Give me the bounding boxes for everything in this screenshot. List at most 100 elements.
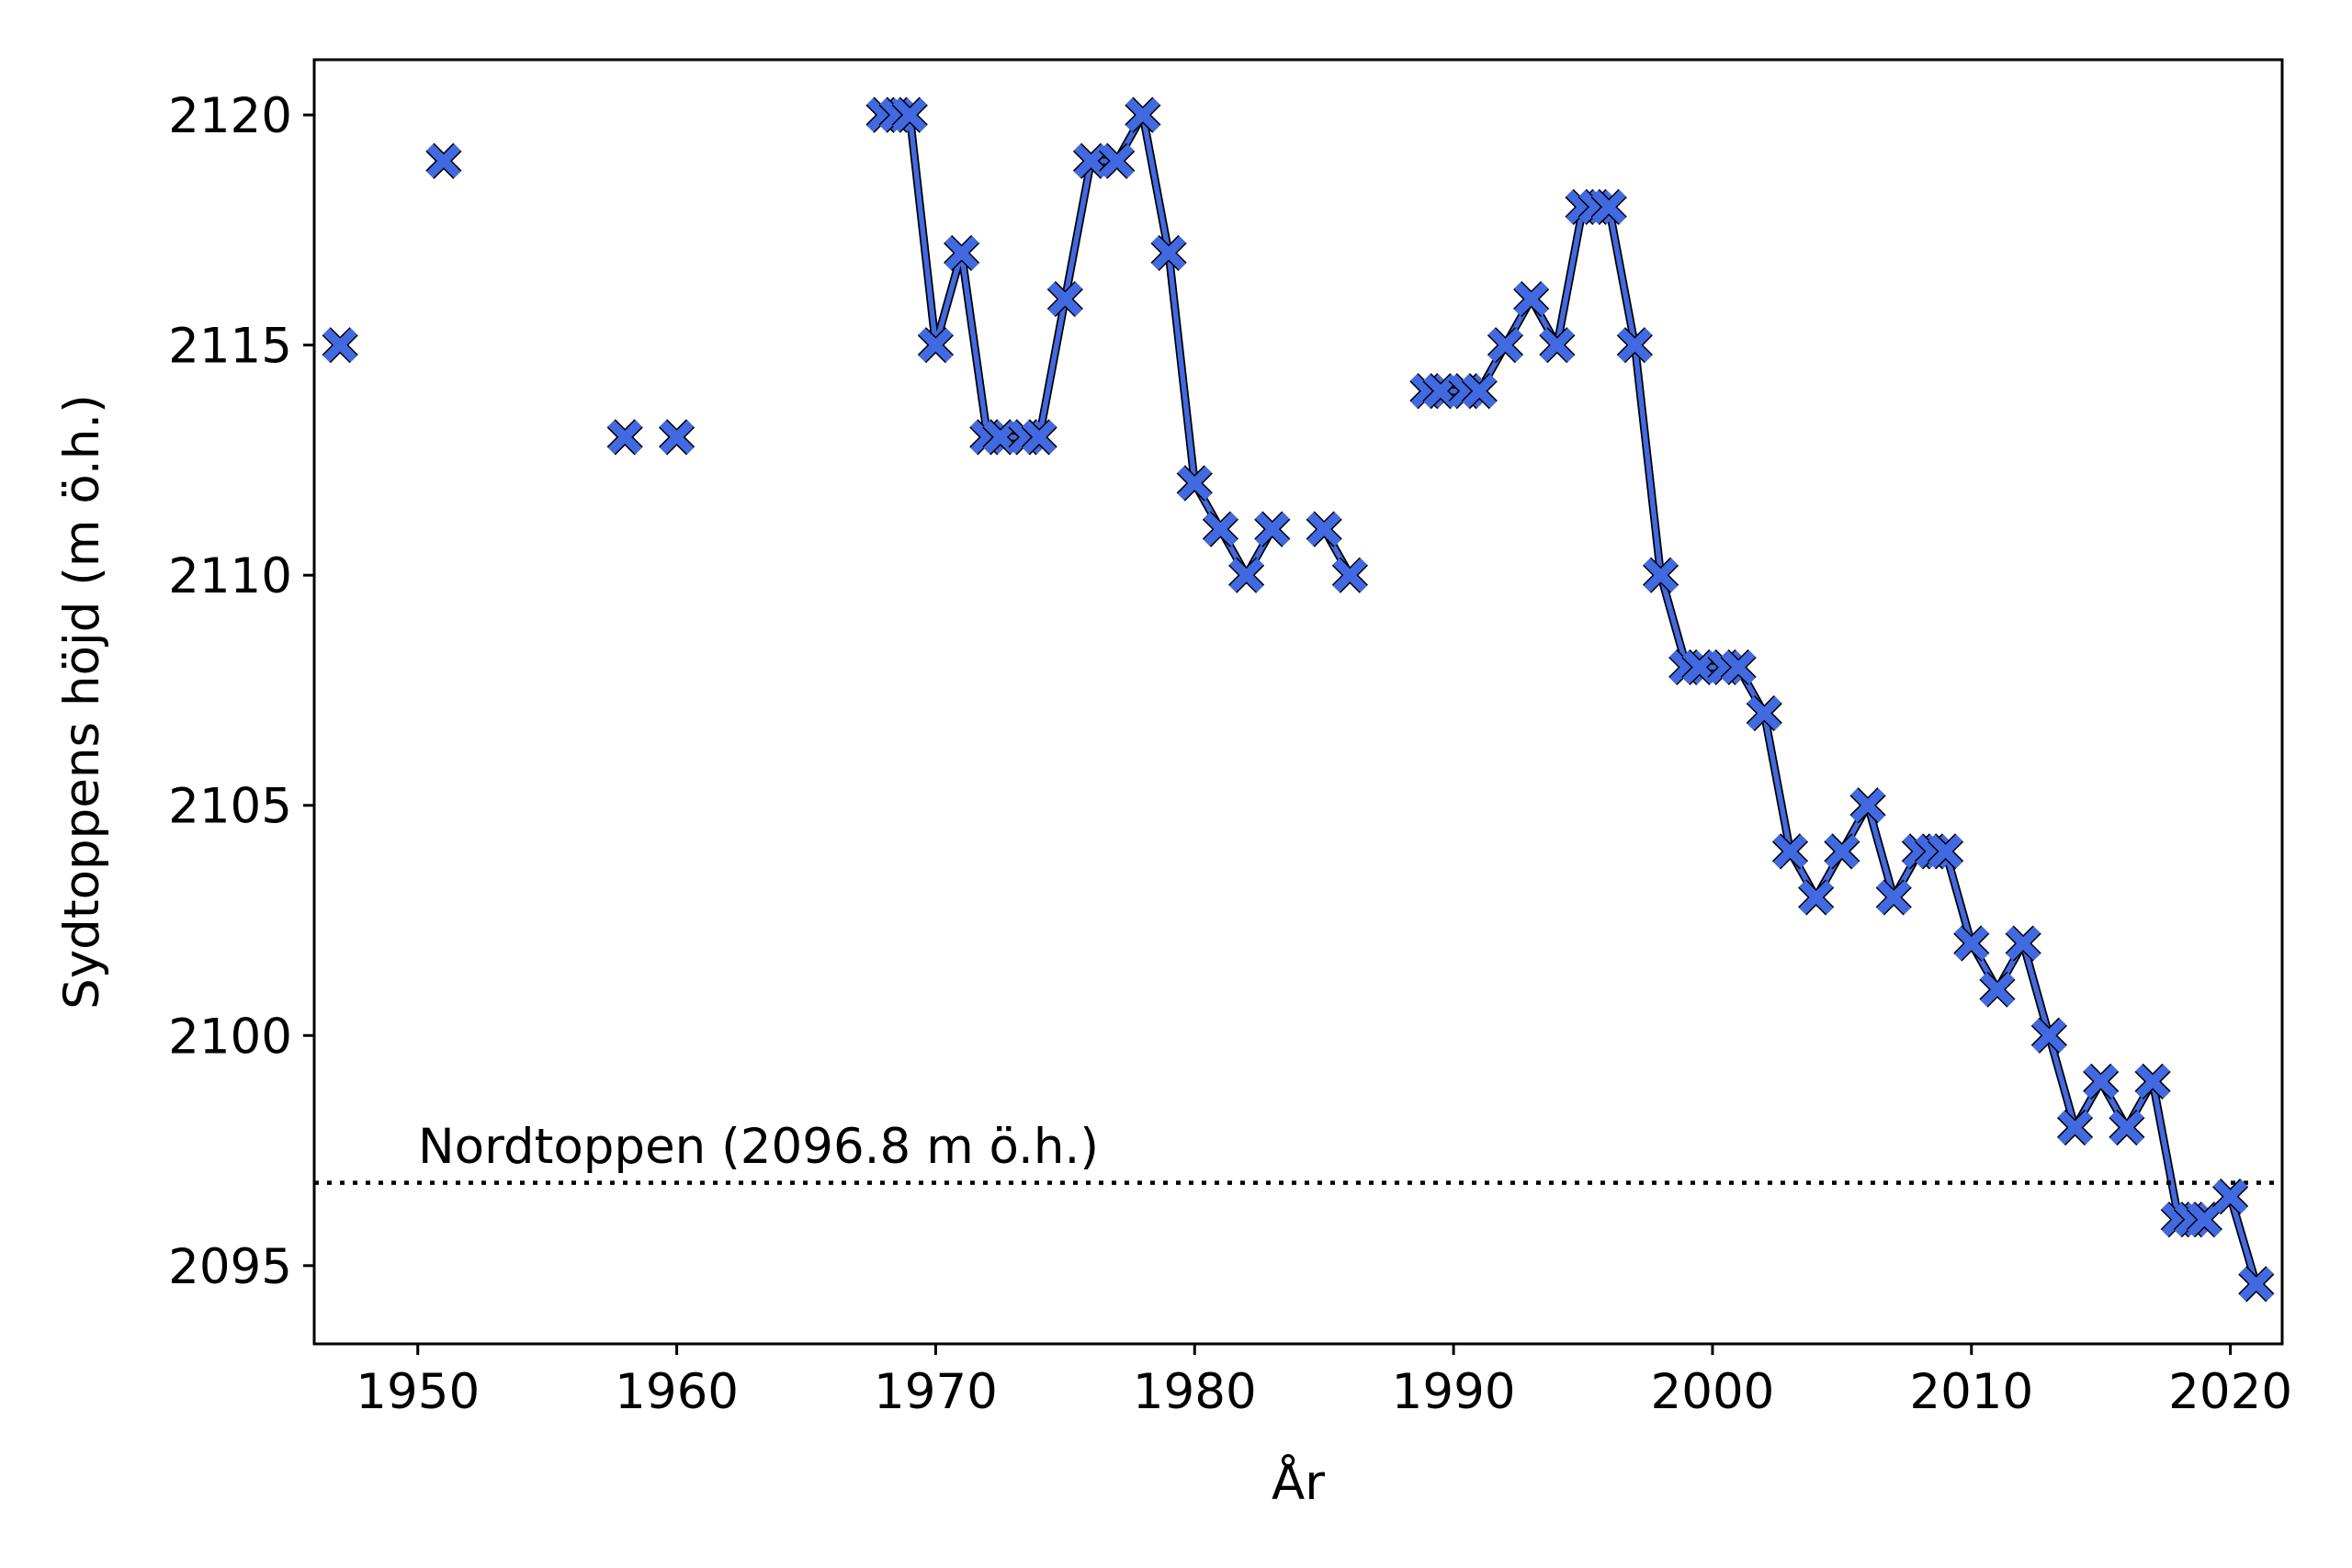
- data-point: [944, 234, 980, 272]
- data-point-stroke: [2239, 1267, 2274, 1302]
- data-point: [1979, 971, 2016, 1008]
- data-point-stroke: [426, 143, 461, 178]
- data-point: [1254, 511, 1291, 547]
- data-point-stroke: [1306, 512, 1341, 547]
- data-point-stroke: [1876, 880, 1911, 915]
- data-point-stroke: [1022, 420, 1057, 455]
- data-point: [1461, 373, 1498, 410]
- data-point-stroke: [1047, 282, 1082, 317]
- data-point: [1331, 557, 1368, 593]
- x-tick-label: 2000: [1651, 1364, 1775, 1420]
- data-point-stroke: [1229, 558, 1264, 592]
- data-point-stroke: [1151, 235, 1186, 270]
- data-point-stroke: [1799, 880, 1834, 915]
- data-point: [2005, 925, 2041, 962]
- data-point: [1306, 511, 1342, 547]
- data-point-stroke: [1100, 143, 1135, 178]
- data-point-stroke: [1514, 282, 1549, 317]
- y-tick-label: 2115: [168, 319, 292, 375]
- data-point: [2134, 1063, 2171, 1100]
- data-point-stroke: [892, 97, 927, 132]
- y-axis-label: Sydtoppens höjd (m ö.h.): [54, 394, 110, 1010]
- data-point: [1125, 96, 1161, 133]
- data-point-stroke: [1850, 788, 1885, 823]
- data-point: [1539, 327, 1576, 364]
- data-point: [1021, 419, 1057, 456]
- data-point: [2030, 1017, 2067, 1054]
- data-point-stroke: [2109, 1110, 2144, 1145]
- data-point: [322, 327, 358, 364]
- data-point-stroke: [1954, 926, 1989, 961]
- data-point-stroke: [2135, 1064, 2170, 1099]
- data-point: [1150, 234, 1187, 272]
- data-point: [1513, 280, 1550, 318]
- data-point-stroke: [322, 328, 357, 363]
- data-point: [1928, 833, 1964, 870]
- marker-layer: [322, 96, 2275, 1303]
- data-point: [917, 327, 955, 364]
- data-point: [1616, 327, 1653, 364]
- data-point-stroke: [1721, 649, 1756, 684]
- x-tick-label: 1980: [1133, 1364, 1257, 1420]
- x-tick-label: 2010: [1909, 1364, 2033, 1420]
- data-point: [1953, 925, 1990, 962]
- data-point-stroke: [2187, 1202, 2222, 1237]
- data-point: [1642, 557, 1679, 593]
- data-point-stroke: [2084, 1064, 2119, 1099]
- data-point-stroke: [1462, 374, 1497, 409]
- y-tick-label: 2105: [168, 779, 292, 835]
- tick-layer: 1950 1960 1970 1980 1990 2000 2010 2020 2095 2100…: [168, 88, 2292, 1420]
- data-point: [2083, 1063, 2120, 1100]
- data-point-stroke: [607, 420, 642, 455]
- data-point-stroke: [1747, 695, 1781, 731]
- data-point: [1590, 188, 1627, 225]
- data-point-stroke: [1177, 466, 1212, 501]
- data-point-stroke: [2006, 926, 2041, 961]
- x-tick-label: 1950: [356, 1364, 480, 1420]
- data-point-stroke: [2213, 1179, 2248, 1214]
- reference-line-label: Nordtoppen (2096.8 m ö.h.): [418, 1119, 1099, 1175]
- data-point: [1771, 833, 1809, 870]
- data-point: [1720, 649, 1757, 686]
- data-point: [1487, 327, 1524, 364]
- data-point-stroke: [1487, 328, 1523, 363]
- data-point-stroke: [660, 420, 695, 455]
- data-point-stroke: [2057, 1110, 2093, 1145]
- data-point-stroke: [2031, 1018, 2066, 1053]
- y-tick-label: 2110: [168, 548, 292, 604]
- data-point-stroke: [1203, 512, 1238, 547]
- x-axis-label: År: [1272, 1452, 1325, 1511]
- data-point: [1824, 833, 1860, 870]
- plot-frame: [312, 58, 2284, 1346]
- data-point: [658, 419, 695, 456]
- data-point-stroke: [1980, 972, 2015, 1007]
- data-point-stroke: [918, 328, 953, 363]
- data-point: [1202, 511, 1239, 547]
- y-tick-label: 2120: [168, 88, 292, 144]
- data-point-stroke: [1772, 834, 1808, 869]
- data-point: [1746, 694, 1782, 732]
- data-point-stroke: [1540, 328, 1575, 363]
- x-tick-label: 2020: [2168, 1364, 2292, 1420]
- data-point-stroke: [1825, 834, 1860, 869]
- data-point: [2212, 1179, 2249, 1215]
- data-point: [891, 96, 928, 133]
- data-point: [1099, 142, 1136, 179]
- data-point: [2109, 1109, 2145, 1146]
- data-point: [1228, 557, 1265, 593]
- y-tick-label: 2100: [168, 1009, 292, 1065]
- data-point: [1046, 280, 1083, 318]
- data-point-stroke: [1617, 328, 1652, 363]
- data-point: [1176, 465, 1213, 502]
- data-point-stroke: [1332, 558, 1367, 592]
- y-tick-label: 2095: [168, 1239, 292, 1295]
- data-point-stroke: [1591, 189, 1626, 224]
- data-point: [2238, 1266, 2275, 1303]
- data-point: [425, 142, 462, 179]
- data-point-stroke: [1125, 97, 1160, 132]
- data-point-stroke: [944, 235, 979, 270]
- x-tick-label: 1990: [1392, 1364, 1516, 1420]
- x-tick-label: 1960: [615, 1364, 739, 1420]
- data-point-stroke: [1644, 558, 1679, 592]
